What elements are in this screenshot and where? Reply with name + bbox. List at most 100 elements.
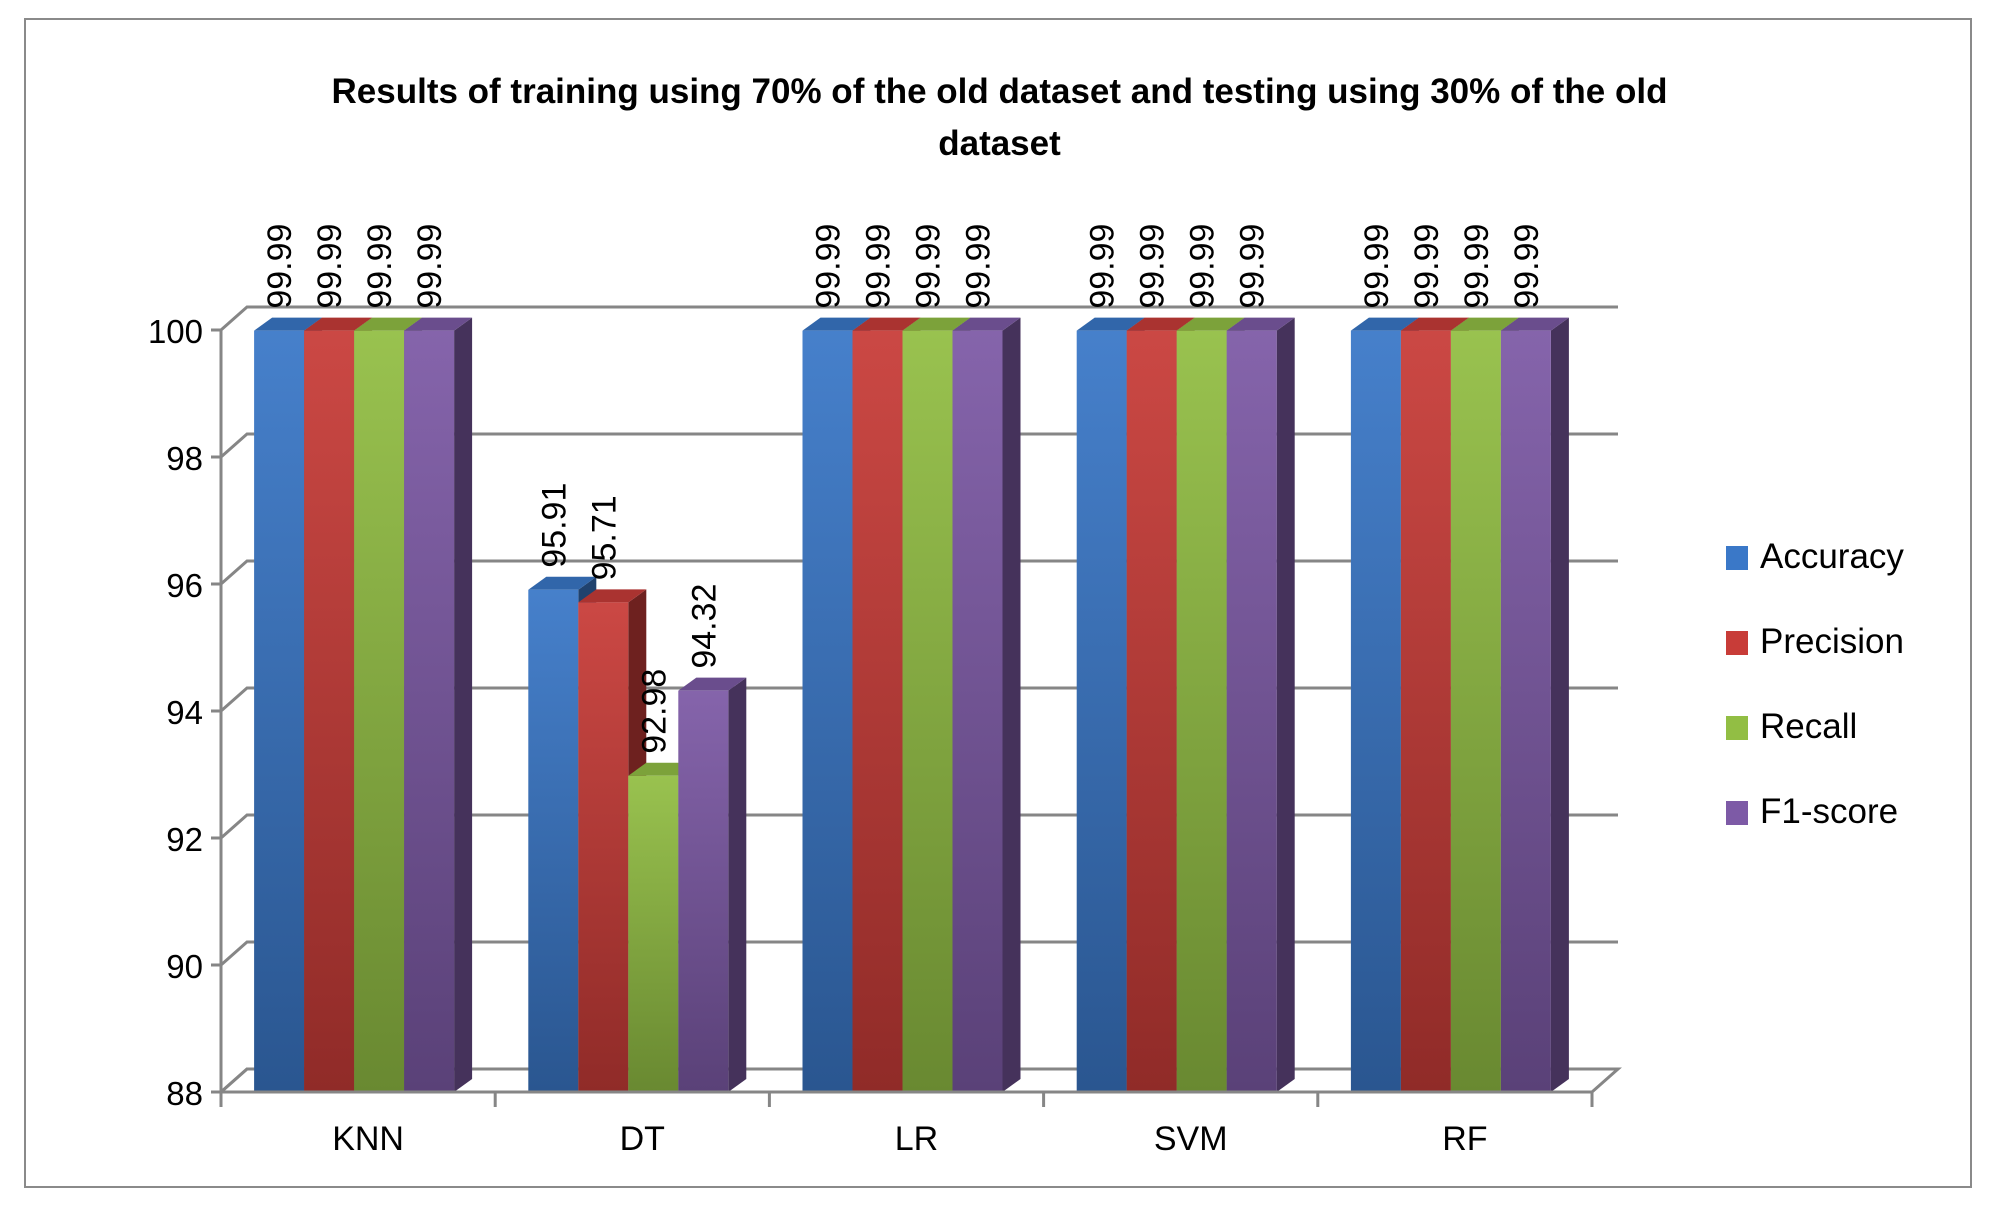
bar-knn-f1-score: [404, 317, 473, 1092]
bar-front: [678, 690, 729, 1092]
data-label: 94.32: [685, 584, 723, 669]
legend-label: Recall: [1760, 707, 1857, 746]
bar-front: [1126, 330, 1177, 1092]
bar-top: [354, 317, 423, 331]
data-label: 99.99: [1234, 224, 1272, 309]
y-tick-label: 96: [166, 567, 203, 604]
bar-side: [454, 317, 473, 1092]
legend-swatch: [1726, 801, 1748, 825]
data-label: 99.99: [1184, 224, 1222, 309]
y-tick-label: 98: [166, 440, 203, 477]
bar-rf-f1-score: [1500, 317, 1569, 1092]
bar-dt-f1-score: [678, 677, 747, 1092]
legend-item-recall: Recall: [1726, 707, 1857, 746]
bar-top: [1450, 317, 1519, 331]
data-label: 99.99: [910, 224, 948, 309]
data-label: 99.99: [361, 224, 399, 309]
bar-top: [1126, 317, 1195, 331]
legend-swatch: [1726, 716, 1748, 740]
legend-label: Precision: [1760, 622, 1904, 661]
bar-front: [628, 775, 679, 1092]
y-tick-label: 100: [148, 313, 203, 350]
x-category-label: LR: [895, 1120, 938, 1158]
bar-front: [1500, 330, 1551, 1092]
data-label: 99.99: [960, 224, 998, 309]
bar-svm-f1-score: [1226, 317, 1295, 1092]
bars: [254, 317, 1569, 1092]
bar-front: [404, 330, 455, 1092]
bar-side: [728, 677, 747, 1092]
data-label: 99.99: [860, 224, 898, 309]
data-label: 99.99: [261, 224, 299, 309]
x-category-label: SVM: [1154, 1120, 1228, 1158]
y-tick-label: 88: [166, 1075, 203, 1112]
bar-front: [952, 330, 1003, 1092]
legend: Accuracy Precision Recall F1-score: [1726, 537, 1904, 831]
bar-front: [578, 602, 629, 1092]
bar-front: [354, 330, 405, 1092]
y-tick-label: 94: [166, 694, 203, 731]
data-label: 99.99: [411, 224, 449, 309]
axes: [211, 328, 1594, 1107]
bar-lr-f1-score: [952, 317, 1021, 1092]
legend-item-f1-score: F1-score: [1726, 792, 1898, 831]
data-label: 92.98: [635, 669, 673, 754]
bar-side: [1002, 317, 1021, 1092]
bar-front: [304, 330, 355, 1092]
data-label: 99.99: [1508, 224, 1546, 309]
bar-top: [404, 317, 473, 331]
legend-label: Accuracy: [1760, 537, 1904, 576]
labels: 99.99 99.99 99.99 99.99 95.91 95.71 92.98 94.32…: [148, 224, 1546, 1158]
legend-item-precision: Precision: [1726, 622, 1904, 661]
bar-front: [528, 589, 579, 1092]
bar-top: [254, 317, 323, 331]
bar-top: [1076, 317, 1145, 331]
bar-front: [1226, 330, 1277, 1092]
x-category-label: RF: [1442, 1120, 1487, 1158]
bar-top: [1226, 317, 1295, 331]
gridline: [220, 305, 1618, 332]
x-category-label: DT: [620, 1120, 665, 1158]
bar-front: [1176, 330, 1227, 1092]
bar-top: [952, 317, 1021, 331]
bar-top: [1350, 317, 1419, 331]
data-label: 95.71: [585, 495, 623, 580]
legend-swatch: [1726, 546, 1748, 570]
chart-title-line-2: dataset: [938, 124, 1061, 163]
bar-top: [578, 589, 647, 603]
bar-front: [254, 330, 305, 1092]
bar-front: [1350, 330, 1401, 1092]
bar-top: [802, 317, 871, 331]
chart-title: Results of training using 70% of the old…: [0, 66, 1999, 170]
bar-front: [1400, 330, 1451, 1092]
bar-top: [528, 576, 597, 590]
bar-front: [1076, 330, 1127, 1092]
y-tick-label: 92: [166, 821, 203, 858]
bar-top: [1176, 317, 1245, 331]
bar-front: [802, 330, 853, 1092]
chart-title-line-1: Results of training using 70% of the old…: [331, 72, 1668, 111]
bar-side: [1550, 317, 1569, 1092]
data-label: 99.99: [1084, 224, 1122, 309]
bar-side: [1276, 317, 1295, 1092]
legend-item-accuracy: Accuracy: [1726, 537, 1904, 576]
data-label: 99.99: [810, 224, 848, 309]
legend-label: F1-score: [1760, 792, 1898, 831]
bar-top: [304, 317, 373, 331]
data-label: 99.99: [1458, 224, 1496, 309]
data-label: 99.99: [311, 224, 349, 309]
bar-front: [1450, 330, 1501, 1092]
legend-swatch: [1726, 631, 1748, 655]
data-label: 99.99: [1408, 224, 1446, 309]
y-tick-label: 90: [166, 948, 203, 985]
bar-front: [852, 330, 903, 1092]
bar-top: [852, 317, 921, 331]
bar-top: [1400, 317, 1469, 331]
bar-front: [902, 330, 953, 1092]
bar-top: [902, 317, 971, 331]
data-label: 99.99: [1358, 224, 1396, 309]
data-label: 99.99: [1134, 224, 1172, 309]
x-category-label: KNN: [332, 1120, 404, 1158]
data-label: 95.91: [535, 483, 573, 568]
